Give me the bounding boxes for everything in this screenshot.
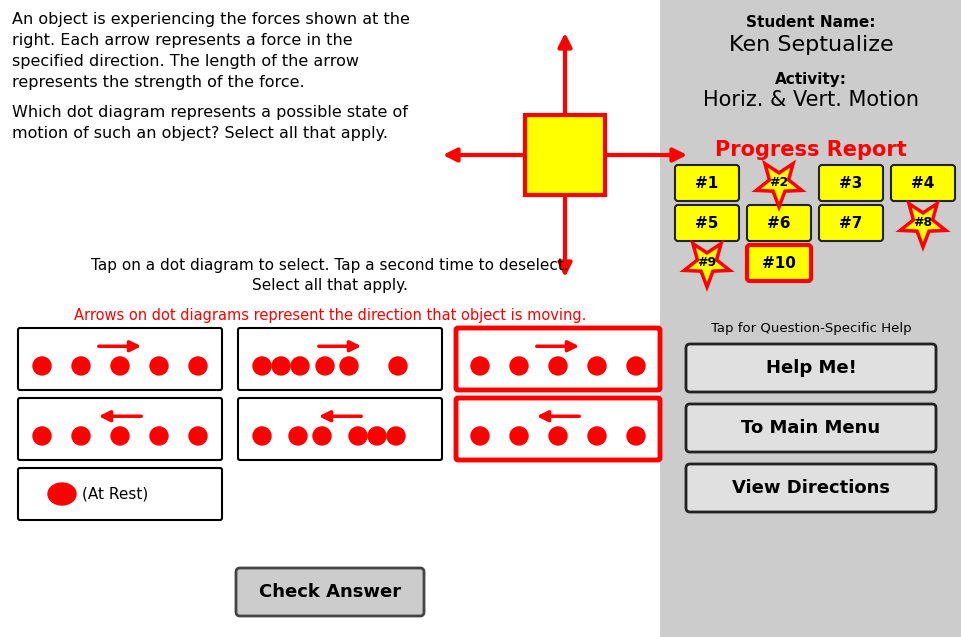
- FancyBboxPatch shape: [818, 205, 882, 241]
- FancyBboxPatch shape: [747, 245, 810, 281]
- Circle shape: [253, 357, 271, 375]
- Text: #7: #7: [838, 215, 862, 231]
- Circle shape: [33, 427, 51, 445]
- FancyBboxPatch shape: [685, 464, 935, 512]
- Text: Ken Septualize: Ken Septualize: [727, 35, 893, 55]
- Circle shape: [471, 357, 488, 375]
- Circle shape: [111, 357, 129, 375]
- Circle shape: [290, 357, 308, 375]
- Text: To Main Menu: To Main Menu: [741, 419, 879, 437]
- Text: Arrows on dot diagrams represent the direction that object is moving.: Arrows on dot diagrams represent the dir…: [74, 308, 585, 323]
- Circle shape: [188, 427, 207, 445]
- Circle shape: [72, 357, 90, 375]
- FancyBboxPatch shape: [237, 398, 441, 460]
- Text: Activity:: Activity:: [775, 72, 846, 87]
- Circle shape: [509, 357, 528, 375]
- Text: An object is experiencing the forces shown at the
right. Each arrow represents a: An object is experiencing the forces sho…: [12, 12, 409, 90]
- Circle shape: [388, 357, 407, 375]
- Polygon shape: [755, 164, 801, 207]
- Circle shape: [288, 427, 307, 445]
- FancyBboxPatch shape: [890, 165, 954, 201]
- Text: #4: #4: [910, 176, 934, 190]
- FancyBboxPatch shape: [18, 468, 222, 520]
- Polygon shape: [683, 243, 729, 287]
- FancyBboxPatch shape: [685, 344, 935, 392]
- Circle shape: [627, 427, 644, 445]
- FancyBboxPatch shape: [675, 165, 738, 201]
- FancyBboxPatch shape: [675, 205, 738, 241]
- Text: #6: #6: [767, 215, 790, 231]
- Text: #1: #1: [695, 176, 718, 190]
- Circle shape: [349, 427, 366, 445]
- Circle shape: [587, 427, 605, 445]
- FancyBboxPatch shape: [747, 205, 810, 241]
- Text: Tap on a dot diagram to select. Tap a second time to deselect.
Select all that a: Tap on a dot diagram to select. Tap a se…: [91, 258, 568, 293]
- FancyBboxPatch shape: [456, 398, 659, 460]
- FancyBboxPatch shape: [235, 568, 424, 616]
- Text: (At Rest): (At Rest): [82, 487, 148, 501]
- Text: #9: #9: [697, 257, 716, 269]
- Text: #5: #5: [695, 215, 718, 231]
- Text: #8: #8: [913, 217, 931, 229]
- Text: View Directions: View Directions: [731, 479, 889, 497]
- Circle shape: [549, 427, 566, 445]
- Text: Which dot diagram represents a possible state of
motion of such an object? Selec: Which dot diagram represents a possible …: [12, 105, 407, 141]
- Circle shape: [188, 357, 207, 375]
- FancyBboxPatch shape: [237, 328, 441, 390]
- Text: #10: #10: [761, 255, 795, 271]
- Text: Progress Report: Progress Report: [714, 140, 906, 160]
- Circle shape: [150, 427, 168, 445]
- Circle shape: [72, 427, 90, 445]
- Text: Tap for Question-Specific Help: Tap for Question-Specific Help: [710, 322, 910, 335]
- FancyBboxPatch shape: [18, 328, 222, 390]
- Circle shape: [587, 357, 605, 375]
- FancyBboxPatch shape: [456, 328, 659, 390]
- Circle shape: [272, 357, 289, 375]
- FancyBboxPatch shape: [525, 115, 604, 195]
- Circle shape: [509, 427, 528, 445]
- Circle shape: [368, 427, 385, 445]
- Circle shape: [312, 427, 331, 445]
- Circle shape: [471, 427, 488, 445]
- Text: #2: #2: [769, 176, 788, 189]
- Ellipse shape: [48, 483, 76, 505]
- Circle shape: [111, 427, 129, 445]
- FancyBboxPatch shape: [18, 398, 222, 460]
- Circle shape: [33, 357, 51, 375]
- Text: Horiz. & Vert. Motion: Horiz. & Vert. Motion: [702, 90, 918, 110]
- Text: Help Me!: Help Me!: [765, 359, 855, 377]
- Text: Student Name:: Student Name:: [746, 15, 875, 30]
- FancyBboxPatch shape: [685, 404, 935, 452]
- Circle shape: [339, 357, 357, 375]
- Circle shape: [150, 357, 168, 375]
- Circle shape: [386, 427, 405, 445]
- FancyBboxPatch shape: [818, 165, 882, 201]
- FancyBboxPatch shape: [659, 0, 961, 637]
- Circle shape: [315, 357, 333, 375]
- Circle shape: [253, 427, 271, 445]
- Circle shape: [627, 357, 644, 375]
- Text: Check Answer: Check Answer: [259, 583, 401, 601]
- Text: #3: #3: [838, 176, 862, 190]
- Circle shape: [549, 357, 566, 375]
- Polygon shape: [899, 204, 945, 247]
